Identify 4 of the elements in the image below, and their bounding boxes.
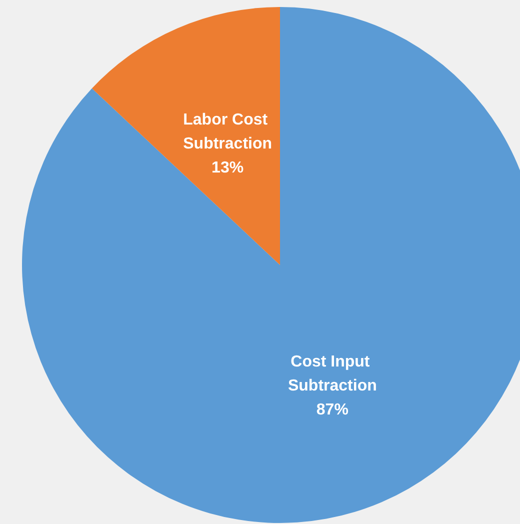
data-label: 13% [212, 159, 244, 176]
data-label: 87% [316, 402, 348, 419]
slice-label: Labor Cost Subtraction [183, 111, 272, 152]
slice-label: Cost Input Subtraction [288, 354, 377, 395]
